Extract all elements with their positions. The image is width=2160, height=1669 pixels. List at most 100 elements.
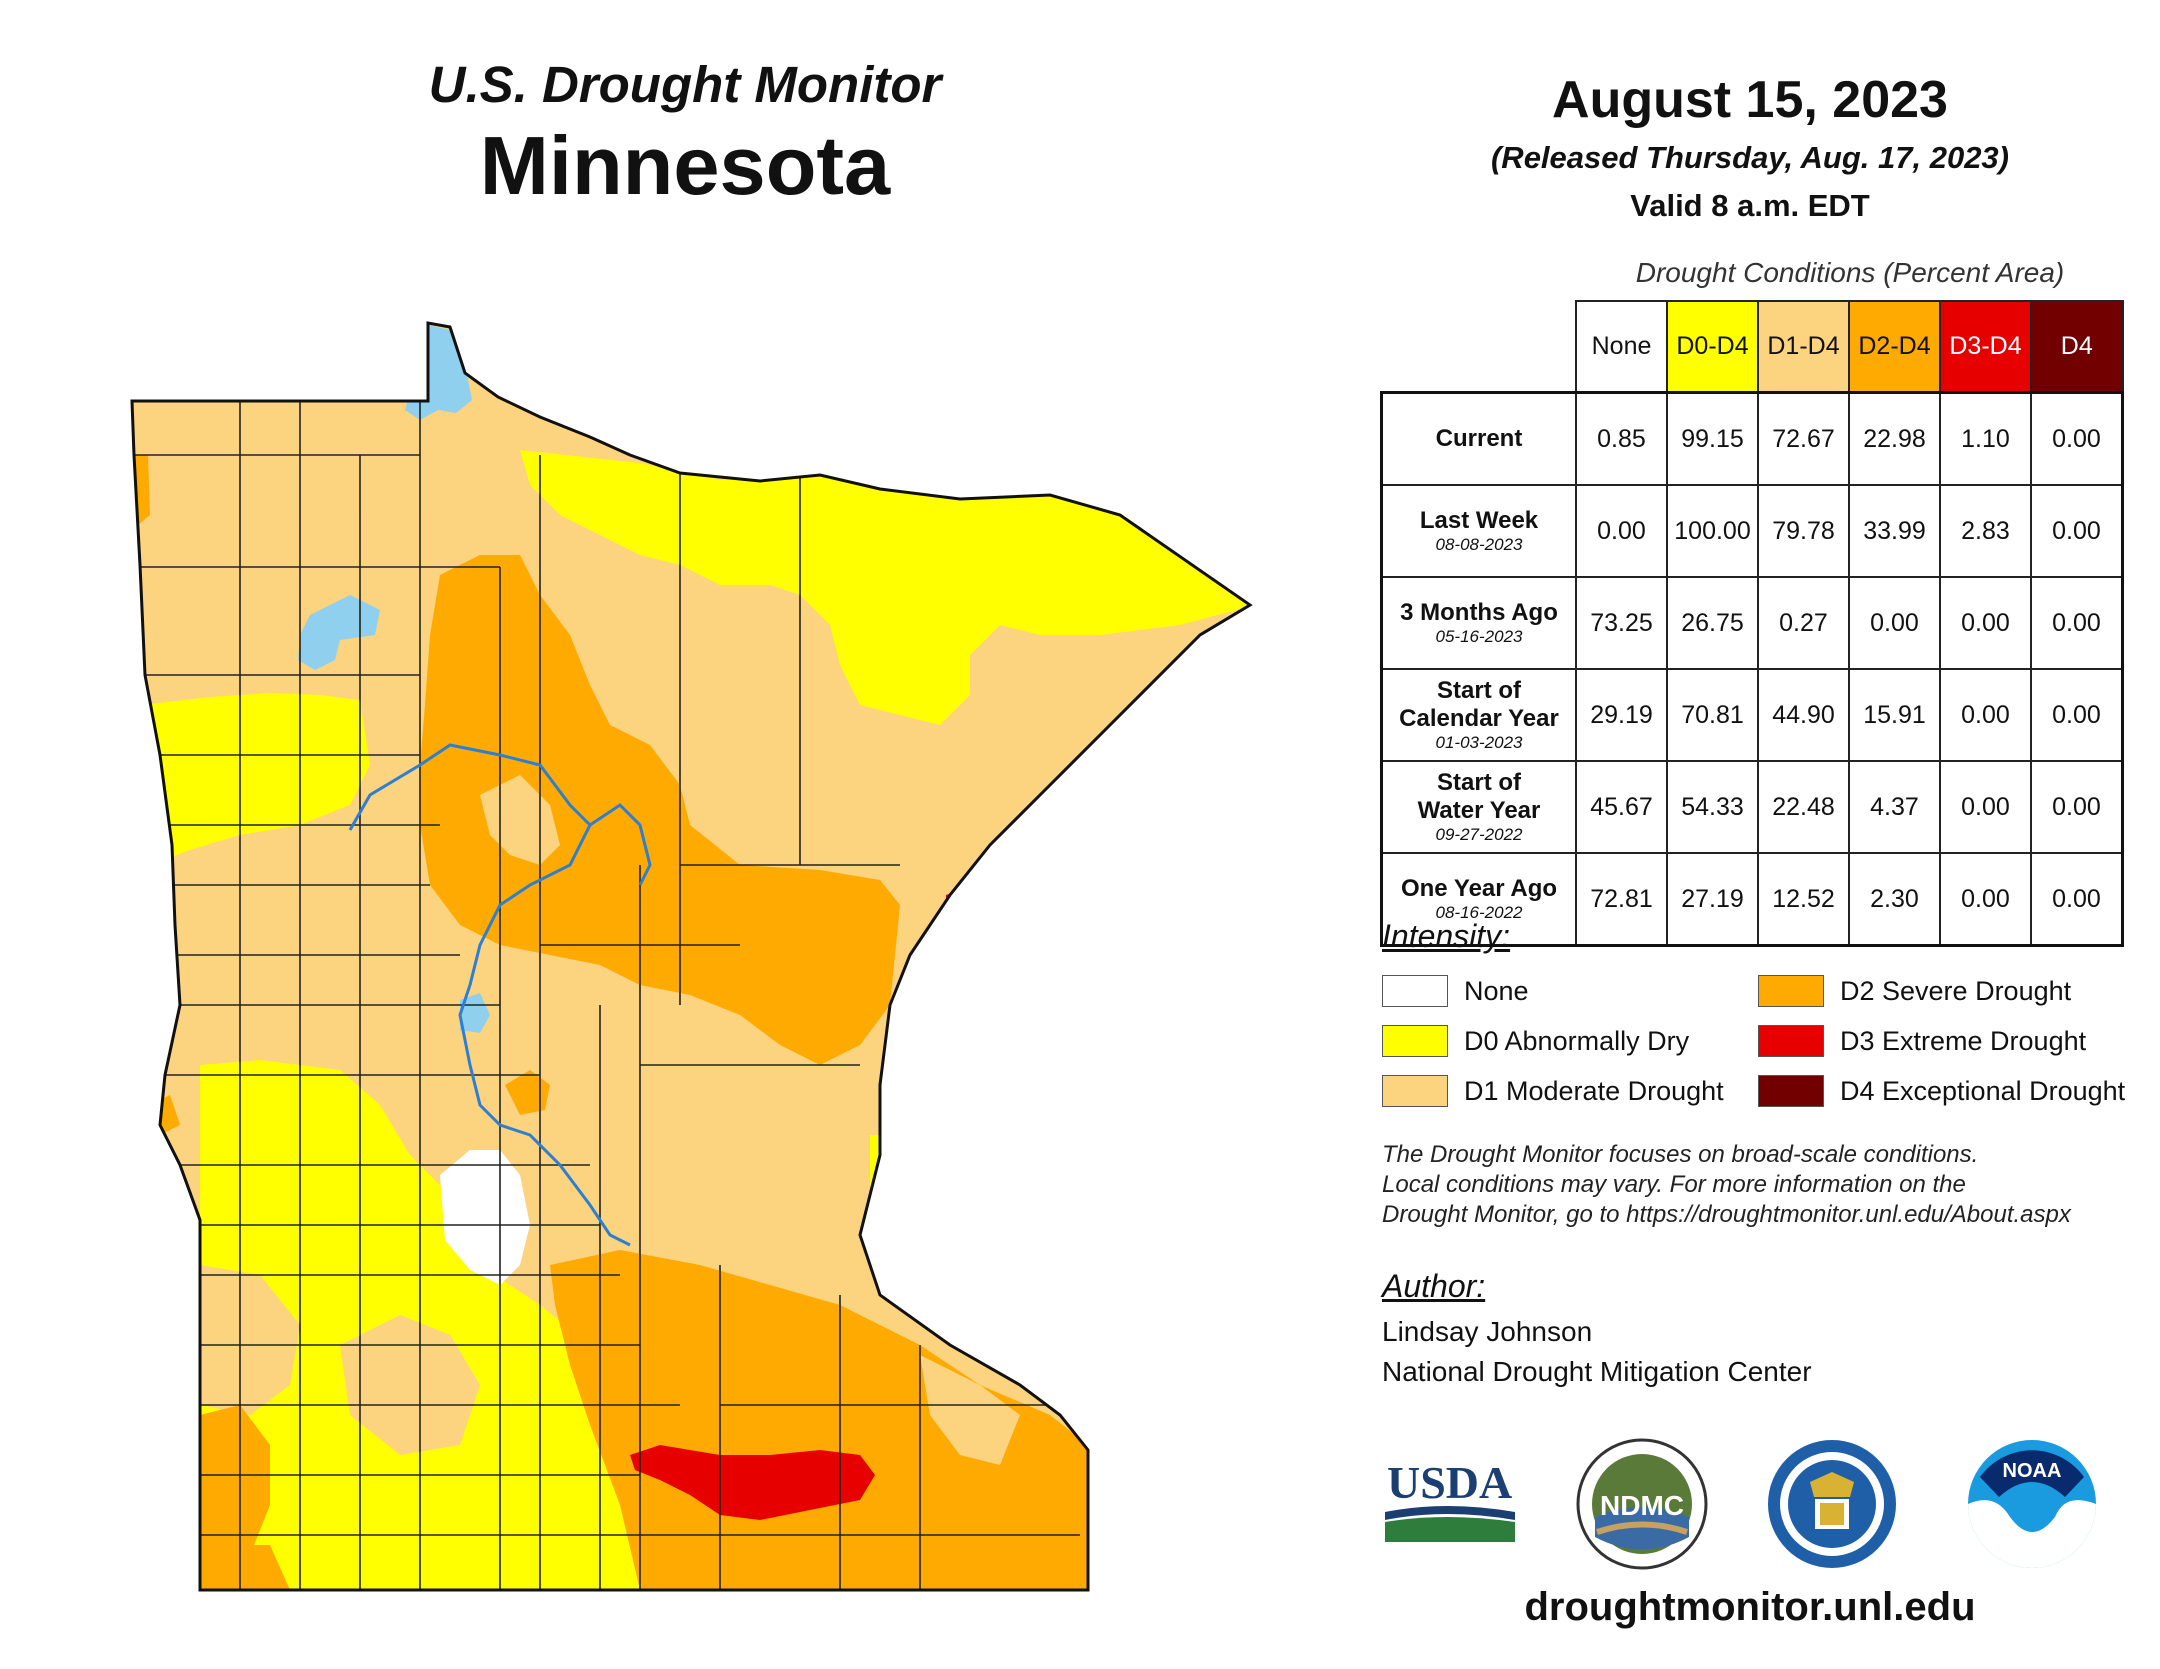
row-date: 08-16-2022	[1435, 903, 1523, 922]
cell-value: 22.98	[1848, 391, 1941, 486]
row-label-line: Last Week	[1419, 507, 1539, 534]
row-date: 05-16-2023	[1435, 627, 1523, 646]
table-row: Current 0.85 99.15 72.67 22.98 1.10 0.00	[1380, 391, 2124, 486]
author-name: Lindsay Johnson	[1382, 1316, 1593, 1347]
legend-swatch	[1382, 975, 1448, 1007]
cell-value: 0.00	[2030, 576, 2124, 670]
map-header: U.S. Drought Monitor Minnesota	[180, 55, 1190, 214]
minnesota-drought-map	[130, 321, 1252, 1592]
cell-value: 0.85	[1575, 391, 1668, 486]
legend-title: Intensity:	[1382, 918, 1511, 954]
legend-label: None	[1464, 975, 1529, 1006]
row-label-line: Calendar Year	[1399, 705, 1559, 732]
row-label: One Year Ago 08-16-2022	[1380, 852, 1577, 947]
usda-logo: USDA	[1385, 1457, 1515, 1542]
disclaimer-note: The Drought Monitor focuses on broad-sca…	[1382, 1140, 2142, 1230]
cell-value: 0.00	[1575, 484, 1668, 578]
valid-time: Valid 8 a.m. EDT	[1630, 188, 1870, 223]
table-row: 3 Months Ago 05-16-2023 73.25 26.75 0.27 0.00…	[1380, 576, 2124, 670]
cell-value: 29.19	[1575, 668, 1668, 762]
cell-value: 45.67	[1575, 760, 1668, 854]
row-label-line: 3 Months Ago	[1400, 599, 1558, 626]
cell-value: 2.30	[1848, 852, 1941, 947]
note-line: The Drought Monitor focuses on broad-sca…	[1382, 1141, 1979, 1168]
state-title: Minnesota	[479, 119, 891, 212]
row-date: 08-08-2023	[1435, 535, 1523, 554]
cell-value: 0.00	[1848, 576, 1941, 670]
cell-value: 79.78	[1757, 484, 1850, 578]
cell-value: 4.37	[1848, 760, 1941, 854]
map-date: August 15, 2023	[1552, 71, 1948, 129]
legend-label: D2 Severe Drought	[1840, 975, 2072, 1006]
table-row: One Year Ago 08-16-2022 72.81 27.19 12.52 2.3…	[1380, 852, 2124, 947]
legend-item-d3: D3 Extreme Drought	[1758, 1025, 2086, 1057]
website-link[interactable]: droughtmonitor.unl.edu	[1524, 1585, 1976, 1629]
legend-swatch	[1758, 1075, 1824, 1107]
row-label: Start of Water Year 09-27-2022	[1380, 760, 1577, 854]
note-line: Local conditions may vary. For more info…	[1382, 1171, 1966, 1198]
row-label: Last Week 08-08-2023	[1380, 484, 1577, 578]
col-d1-d4: D1-D4	[1757, 300, 1850, 394]
cell-value: 0.00	[2030, 668, 2124, 762]
cell-value: 70.81	[1666, 668, 1759, 762]
cell-value: 27.19	[1666, 852, 1759, 947]
row-date: 01-03-2023	[1435, 733, 1523, 752]
row-label: 3 Months Ago 05-16-2023	[1380, 576, 1577, 670]
legend-label: D4 Exceptional Drought	[1840, 1075, 2126, 1106]
legend-item-d0: D0 Abnormally Dry	[1382, 1025, 1689, 1057]
cell-value: 33.99	[1848, 484, 1941, 578]
author-org: National Drought Mitigation Center	[1382, 1356, 1812, 1387]
cell-value: 0.00	[1939, 668, 2032, 762]
noaa-logo: NOAA	[1968, 1440, 2096, 1568]
ndmc-text: NDMC	[1600, 1490, 1684, 1521]
table-row: Last Week 08-08-2023 0.00 100.00 79.78 33.99 2…	[1380, 484, 2124, 578]
legend-label: D0 Abnormally Dry	[1464, 1025, 1690, 1056]
cell-value: 1.10	[1939, 391, 2032, 486]
legend-swatch	[1382, 1025, 1448, 1057]
cell-value: 0.00	[2030, 484, 2124, 578]
table-header-row: None D0-D4 D1-D4 D2-D4 D3-D4 D4	[1381, 300, 2124, 394]
col-d4: D4	[2030, 300, 2124, 394]
legend-label: D3 Extreme Drought	[1840, 1025, 2087, 1056]
row-label-line: One Year Ago	[1400, 875, 1558, 902]
cell-value: 0.00	[2030, 852, 2124, 947]
legend-swatch	[1758, 1025, 1824, 1057]
row-label-line: Current	[1435, 425, 1523, 452]
cell-value: 72.81	[1575, 852, 1668, 947]
cell-value: 0.00	[1939, 576, 2032, 670]
legend-item-d4: D4 Exceptional Drought	[1758, 1075, 2125, 1107]
usda-text: USDA	[1387, 1457, 1512, 1508]
col-d2-d4: D2-D4	[1848, 300, 1941, 394]
cell-value: 0.00	[2030, 391, 2124, 486]
legend-item-d1: D1 Moderate Drought	[1382, 1075, 1724, 1107]
table-row: Start of Calendar Year 01-03-2023 29.19 70.8…	[1380, 668, 2124, 762]
table-caption: Drought Conditions (Percent Area)	[1635, 257, 2065, 288]
col-d3-d4: D3-D4	[1939, 300, 2032, 394]
drought-conditions-table: None D0-D4 D1-D4 D2-D4 D3-D4 D4 Current 0…	[1380, 300, 2124, 947]
release-date: (Released Thursday, Aug. 17, 2023)	[1490, 140, 2009, 175]
table-row: Start of Water Year 09-27-2022 45.67 54.33 22…	[1380, 760, 2124, 854]
cell-value: 0.00	[2030, 760, 2124, 854]
cell-value: 100.00	[1666, 484, 1759, 578]
doc-seal-logo	[1768, 1440, 1896, 1568]
table-body: Current 0.85 99.15 72.67 22.98 1.10 0.00 Last W…	[1380, 391, 2124, 947]
row-label-line: Start of	[1437, 769, 1521, 796]
legend-label: D1 Moderate Drought	[1464, 1075, 1724, 1106]
cell-value: 44.90	[1757, 668, 1850, 762]
date-header: August 15, 2023 (Released Thursday, Aug.…	[1390, 70, 2110, 224]
col-none: None	[1575, 300, 1668, 394]
cell-value: 54.33	[1666, 760, 1759, 854]
noaa-text: NOAA	[2003, 1460, 2062, 1482]
cell-value: 22.48	[1757, 760, 1850, 854]
legend-swatch	[1382, 1075, 1448, 1107]
cell-value: 72.67	[1757, 391, 1850, 486]
cell-value: 0.00	[1939, 760, 2032, 854]
cell-value: 73.25	[1575, 576, 1668, 670]
cell-value: 99.15	[1666, 391, 1759, 486]
cell-value: 15.91	[1848, 668, 1941, 762]
row-label: Current	[1380, 391, 1577, 486]
cell-value: 0.27	[1757, 576, 1850, 670]
row-label-line: Water Year	[1417, 797, 1541, 824]
note-line: Drought Monitor, go to https://droughtmo…	[1382, 1201, 2071, 1228]
table-header-blank	[1381, 301, 1576, 393]
